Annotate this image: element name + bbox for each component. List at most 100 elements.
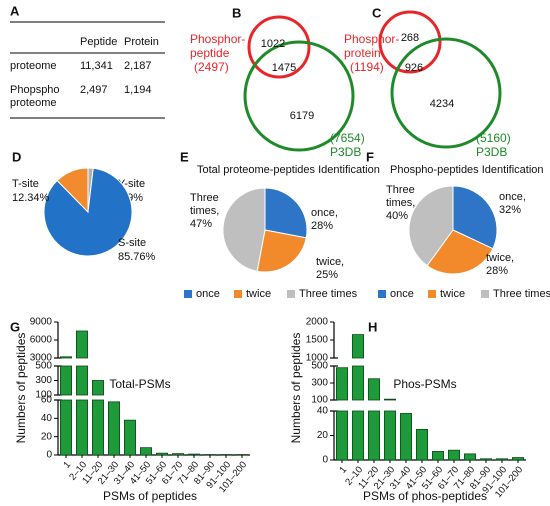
venn-set: [247, 15, 311, 79]
y-tick-label: 500: [35, 361, 52, 372]
legend-label: Three times: [299, 288, 358, 300]
bar: [479, 458, 492, 461]
venn-set-total: (1194): [350, 60, 384, 74]
venn-count: 926: [405, 62, 423, 74]
chart-title: Phos-PSMs: [393, 377, 456, 391]
table-cell: 2,497: [80, 84, 108, 96]
venn-count: 4234: [430, 98, 454, 110]
bar: [171, 453, 184, 456]
bar: [367, 378, 380, 401]
table-row-label: proteome: [10, 97, 56, 109]
bar: [463, 453, 476, 461]
panel-label: C: [372, 5, 382, 20]
y-tick-label: 2000: [306, 317, 329, 328]
x-tick-label: 1: [337, 464, 349, 475]
slice-label: once,: [499, 191, 526, 203]
legend-swatch: [428, 290, 436, 298]
table-header: Protein: [124, 36, 159, 48]
legend-label: once: [196, 288, 220, 300]
table-cell: 1,194: [124, 84, 152, 96]
bar: [60, 399, 73, 456]
bar: [76, 330, 89, 359]
slice-label: 28%: [311, 220, 333, 232]
slice-label: twice,: [486, 252, 514, 264]
pie-title: Phospho-peptides Identification: [390, 164, 544, 176]
y-tick-label: 20: [317, 430, 329, 441]
x-tick-label: 1: [61, 459, 73, 470]
y-tick-label: 3000: [30, 353, 53, 364]
legend-swatch: [481, 290, 489, 298]
y-tick-label: 0: [322, 455, 328, 466]
slice-category: Y-site: [118, 178, 145, 190]
legend-swatch: [234, 290, 242, 298]
panel-label: A: [10, 3, 20, 18]
panel-label: B: [232, 5, 241, 20]
pie-slice: [264, 187, 308, 239]
bar: [351, 334, 364, 359]
y-tick-label: 20: [41, 431, 53, 442]
slice-label: 28%: [486, 265, 508, 277]
legend-label: Three times: [493, 288, 550, 300]
bar: [351, 365, 364, 401]
venn-count: 268: [401, 32, 419, 44]
table-header: Peptide: [80, 36, 117, 48]
slice-label: 32%: [499, 204, 521, 216]
bar: [124, 419, 137, 456]
pie-title: Total proteome-peptides Identification: [197, 164, 380, 176]
bar: [76, 365, 89, 396]
bar: [60, 356, 73, 359]
venn-set-name: Phosphor-: [190, 32, 245, 46]
slice-label: 85.76%: [118, 251, 156, 263]
slice-category: S-site: [118, 237, 146, 249]
slice-label: 40%: [386, 210, 408, 222]
bar: [92, 399, 105, 456]
slice-label: twice,: [316, 256, 344, 268]
bar: [383, 398, 396, 401]
y-tick-label: 60: [41, 395, 53, 406]
panel-label: G: [10, 319, 20, 334]
venn-count: 6179: [290, 110, 314, 122]
venn-set-name: protein: [344, 46, 381, 60]
bar: [431, 451, 444, 461]
pie-slice: [452, 185, 498, 250]
legend-swatch: [287, 290, 295, 298]
slice-category: T-site: [12, 178, 39, 190]
y-axis-label: Numbers of peptides: [14, 333, 28, 444]
table-cell: 11,341: [80, 60, 113, 72]
panel-label: F: [366, 149, 374, 164]
y-tick-label: 1000: [306, 353, 329, 364]
table-row-label: proteome: [10, 60, 56, 72]
pie-slice: [426, 229, 494, 275]
slice-label: Three: [190, 192, 219, 204]
venn-set-name: peptide: [190, 46, 230, 60]
bar: [335, 367, 348, 401]
pie-slice: [56, 167, 89, 214]
slice-label: Three: [386, 184, 415, 196]
bar: [399, 413, 412, 461]
slice-label: times,: [386, 197, 415, 209]
x-axis-label: PSMs of peptides: [103, 489, 197, 503]
y-tick-label: 500: [311, 361, 328, 372]
venn-set-name: Phosphor-: [344, 32, 399, 46]
table-cell: 2,187: [124, 60, 152, 72]
y-tick-label: 300: [35, 375, 52, 386]
x-axis-label: PSMs of phos-peptides: [363, 489, 487, 503]
panel-label: H: [368, 319, 377, 334]
venn-set: [390, 37, 502, 149]
slice-label: 25%: [316, 269, 338, 281]
bar: [335, 410, 348, 461]
pie-slice: [256, 229, 307, 273]
bar: [76, 399, 89, 456]
y-tick-label: 6000: [30, 335, 53, 346]
bar: [495, 458, 508, 461]
bar: [108, 401, 121, 456]
venn-count: 1022: [261, 38, 285, 50]
bar: [351, 410, 364, 461]
slice-label: 12.34%: [12, 192, 50, 204]
y-tick-label: 40: [317, 406, 329, 417]
y-tick-label: 40: [41, 413, 53, 424]
legend-label: twice: [440, 288, 465, 300]
bar: [383, 410, 396, 461]
bar: [139, 447, 152, 456]
